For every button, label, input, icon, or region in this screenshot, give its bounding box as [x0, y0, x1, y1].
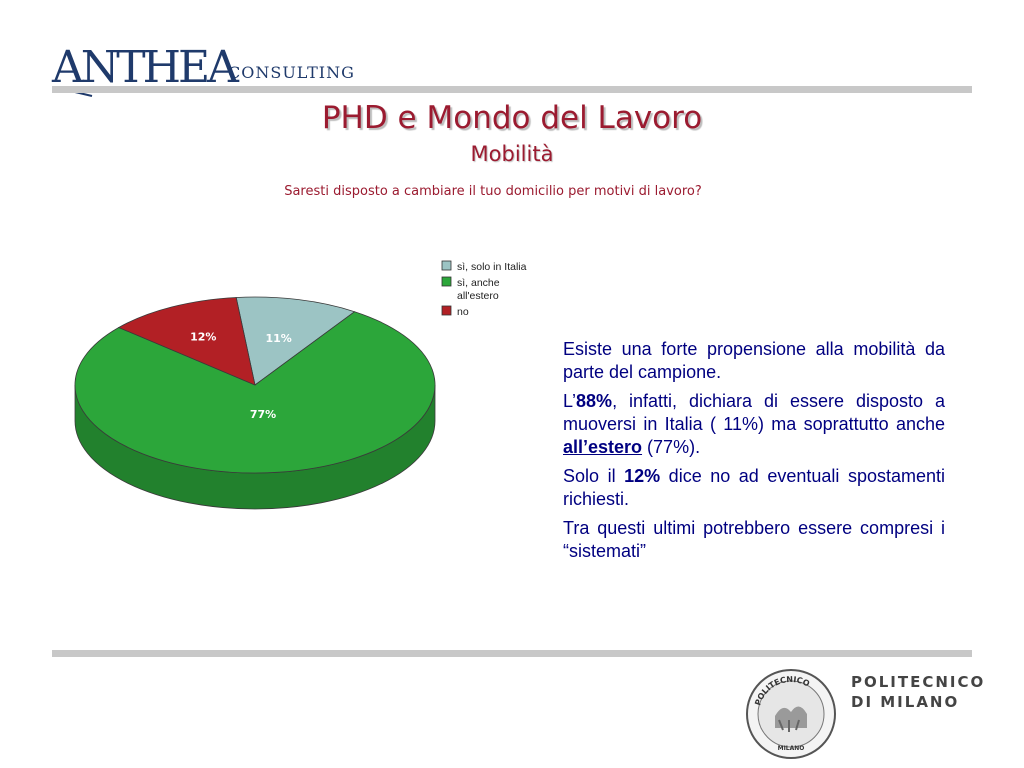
p2-prefix: L’	[563, 391, 577, 411]
pie-slices: 11% 77% 12%	[74, 296, 436, 510]
politecnico-line-1: POLITECNICO	[851, 673, 986, 691]
pie-slice-1	[74, 311, 436, 474]
legend-swatch-1	[441, 276, 452, 287]
logo-word: ANTHEA	[51, 42, 240, 93]
politecnico-seal: POLITECNICO MILANO	[746, 669, 836, 759]
legend-label-0: sì, solo in Italia	[457, 261, 527, 273]
logo-sub: CONSULTING	[228, 63, 355, 82]
legend-label-1: all'estero	[457, 290, 499, 302]
page-subtitle: Mobilità	[470, 142, 554, 166]
legend-swatch-2	[441, 305, 452, 316]
legend-label-1: sì, anche	[457, 277, 500, 289]
p2-suffix: (77%).	[642, 437, 701, 457]
legend-label-2: no	[457, 306, 469, 318]
p3-suffix: dice no ad eventuali spostamenti richies…	[563, 466, 946, 509]
p2-middle: , infatti, dichiara di essere disposto a…	[563, 391, 945, 434]
data-label-1: 77%	[250, 408, 276, 421]
body-text: Esiste una forte propensione alla mobili…	[563, 338, 945, 569]
page-title: PHD e Mondo del Lavoro	[321, 100, 703, 136]
seal-bottom-text: MILANO	[778, 745, 805, 752]
pie-slice-2	[117, 297, 256, 386]
politecnico-wordmark: POLITECNICO DI MILANO	[851, 672, 985, 712]
p3-percent: 12%	[624, 466, 661, 486]
pie-slice-0	[235, 296, 356, 386]
data-label-0: 11%	[265, 332, 291, 345]
header-rule	[52, 86, 972, 93]
paragraph-4: Tra questi ultimi potrebbero essere comp…	[563, 518, 945, 561]
paragraph-3: Solo il 12% dice no ad eventuali spostam…	[563, 465, 945, 511]
data-label-2: 12%	[190, 331, 216, 344]
survey-question: Saresti disposto a cambiare il tuo domic…	[284, 184, 702, 199]
anthea-consulting-logo: ANTHEA CONSULTING	[51, 42, 355, 97]
paragraph-1: Esiste una forte propensione alla mobili…	[563, 339, 945, 382]
politecnico-line-2: DI MILANO	[851, 693, 960, 711]
legend-swatch-0	[441, 260, 452, 271]
pie-chart: 11% 77% 12% sì, solo in Italia sì, ancheall…	[74, 260, 527, 510]
paragraph-2: L’88%, infatti, dichiara di essere dispo…	[563, 390, 945, 459]
footer-rule	[52, 650, 972, 657]
p2-percent: 88%	[576, 391, 613, 411]
p3-prefix: Solo il	[563, 466, 625, 486]
p2-abroad: all’estero	[563, 437, 643, 457]
